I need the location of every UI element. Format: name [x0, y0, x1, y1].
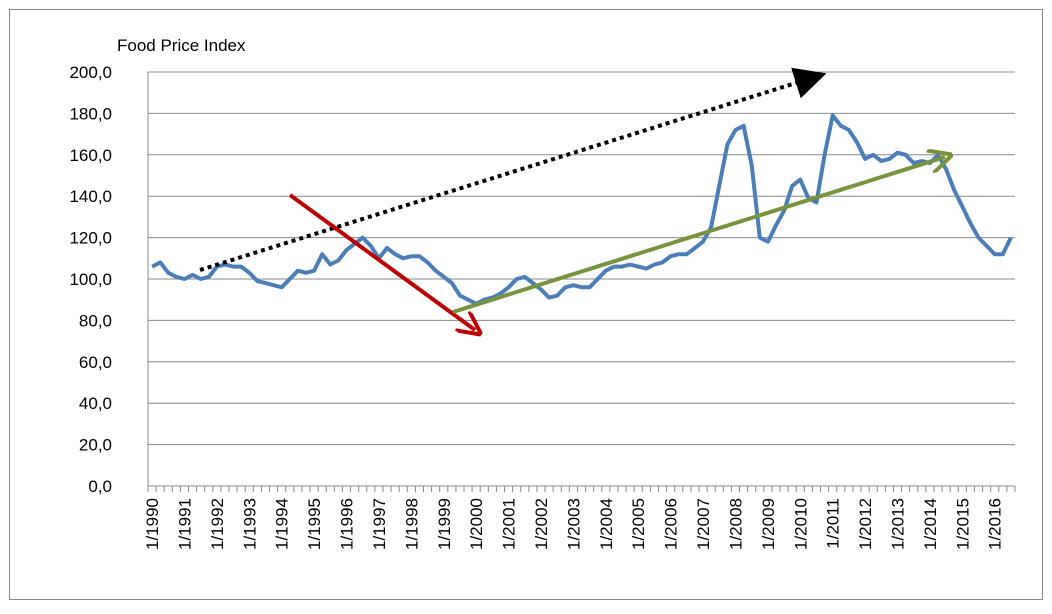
x-tick-label: 1/2016 — [986, 498, 1005, 550]
x-tick-label: 1/1991 — [175, 498, 194, 550]
x-tick-label: 1/2011 — [824, 498, 843, 549]
x-tick-label: 1/2001 — [500, 498, 519, 550]
x-tick-label: 1/2006 — [662, 498, 681, 550]
y-tick-label: 180,0 — [69, 104, 112, 123]
x-tick-label: 1/1998 — [402, 498, 421, 550]
x-tick-label: 1/1990 — [143, 498, 162, 550]
chart-border — [9, 9, 1043, 600]
y-tick-label: 160,0 — [69, 146, 112, 165]
data-line — [151, 113, 1013, 306]
x-tick-label: 1/1995 — [305, 498, 324, 550]
y-tick-label: 0,0 — [88, 477, 112, 496]
y-axis-label: Food Price Index — [117, 36, 246, 55]
x-tick-label: 1/1992 — [208, 498, 227, 550]
y-tick-label: 20,0 — [79, 436, 112, 455]
x-tick-label: 1/2000 — [467, 498, 486, 550]
y-tick-label: 120,0 — [69, 229, 112, 248]
plot-area: 0,0 20,0 40,0 60,0 80,0 100,0 120,0 140,0 160,0 1… — [69, 63, 1016, 550]
x-tick-label: 1/1993 — [240, 498, 259, 550]
x-tick-label: 1/1996 — [338, 498, 357, 550]
y-tick-label: 200,0 — [69, 63, 112, 82]
x-tick-label: 1/2013 — [889, 498, 908, 550]
x-tick-label: 1/2007 — [694, 498, 713, 550]
x-tick-label: 1/1997 — [370, 498, 389, 550]
x-tick-label: 1/2003 — [564, 498, 583, 550]
y-tick-label: 60,0 — [79, 353, 112, 372]
x-tick-label: 1/2014 — [921, 498, 940, 550]
annotations — [199, 67, 945, 330]
x-tick-label: 1/2010 — [791, 498, 810, 550]
x-tick-label: 1/2012 — [856, 498, 875, 550]
trend-arrow — [199, 67, 827, 272]
x-tick-label: 1/2009 — [759, 498, 778, 550]
x-tick-label: 1/2002 — [532, 498, 551, 550]
y-tick-label: 140,0 — [69, 187, 112, 206]
x-tick-label: 1/2004 — [597, 498, 616, 550]
y-tick-label: 100,0 — [69, 270, 112, 289]
y-tick-label: 80,0 — [79, 311, 112, 330]
x-tick-label: 1/2015 — [953, 498, 972, 550]
x-tick-label: 1/1999 — [435, 498, 454, 550]
y-tick-label: 40,0 — [79, 394, 112, 413]
x-tick-label: 1/2005 — [629, 498, 648, 550]
x-tick-label: 1/1994 — [273, 498, 292, 550]
x-tick-label: 1/2008 — [726, 498, 745, 550]
trend-arrow — [288, 193, 475, 330]
trend-arrow — [452, 157, 945, 314]
